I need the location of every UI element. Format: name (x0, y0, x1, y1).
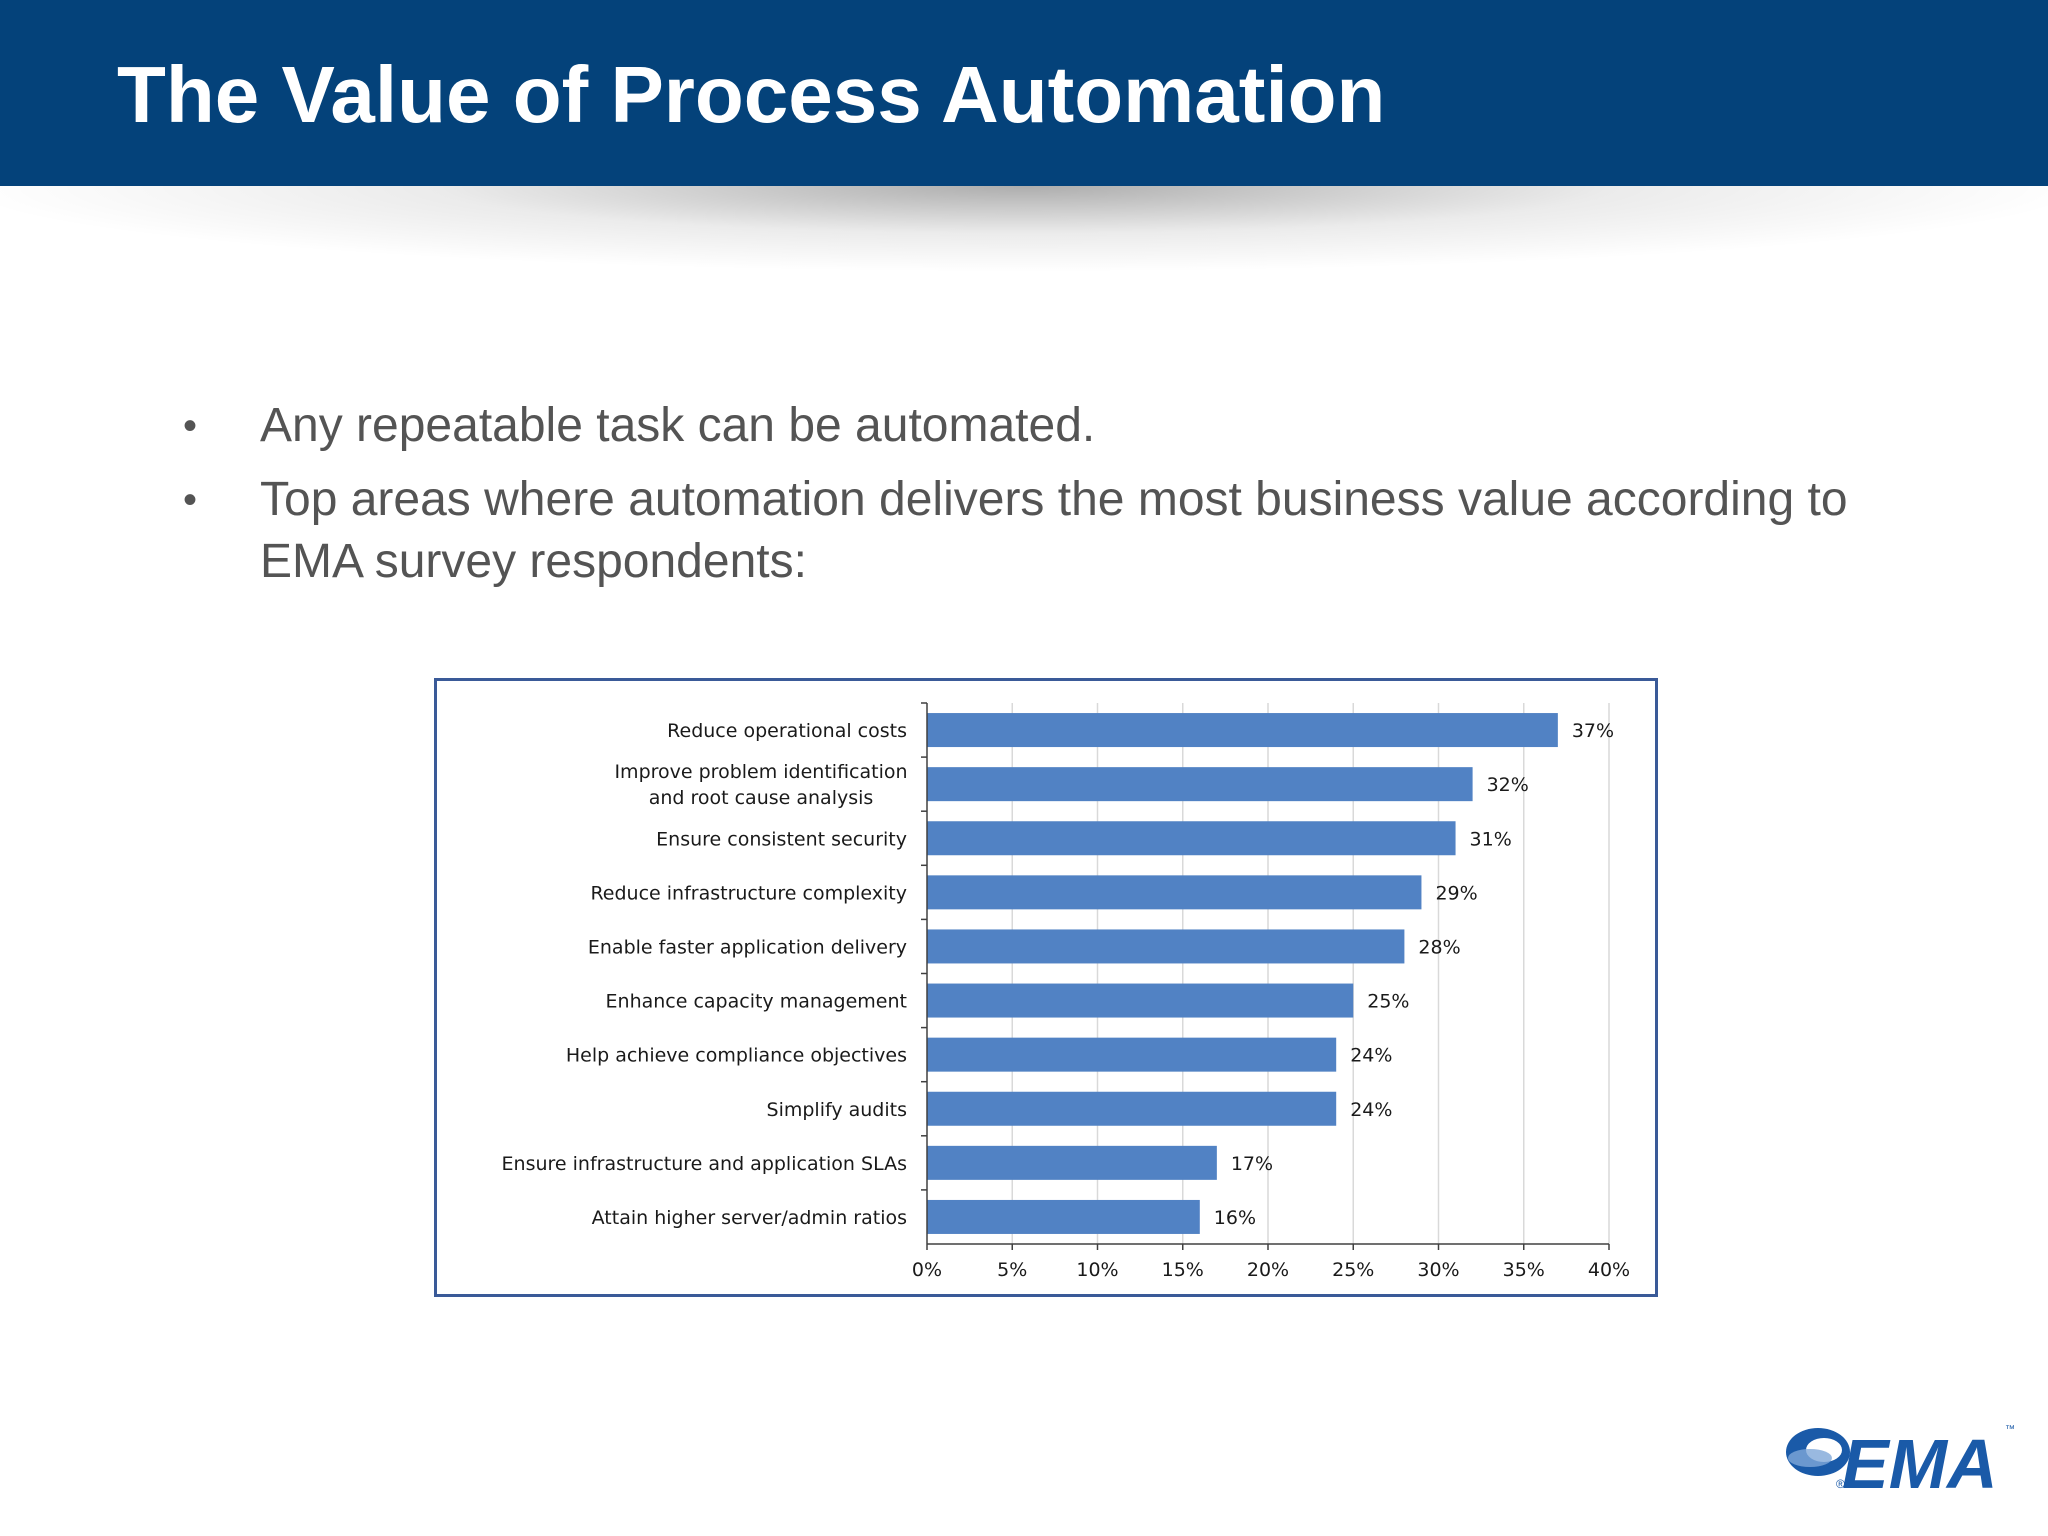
category-label: Improve problem identification and root c… (614, 761, 907, 809)
x-tick-label: 15% (1162, 1259, 1204, 1281)
x-tick-label: 30% (1417, 1259, 1459, 1281)
title-bar: The Value of Process Automation (0, 0, 2048, 186)
bullet-marker: • (183, 404, 198, 448)
data-label: 24% (1350, 1045, 1392, 1067)
bullet-list: • Any repeatable task can be automated. … (0, 395, 2048, 605)
bar (927, 1145, 1217, 1180)
bullet-text: Top areas where automation delivers the … (260, 473, 1848, 588)
bullet-marker: • (183, 478, 198, 522)
category-label: Reduce operational costs (667, 720, 907, 742)
logo-trademark: ™ (2005, 1424, 2015, 1435)
bullet-item: • Top areas where automation delivers th… (0, 469, 1920, 593)
logo-text: EMA (1842, 1425, 1998, 1500)
category-label: Simplify audits (767, 1099, 907, 1121)
slide-title: The Value of Process Automation (117, 50, 1386, 139)
data-label: 28% (1418, 936, 1460, 958)
bar (927, 767, 1473, 802)
x-tick-label: 35% (1503, 1259, 1545, 1281)
data-label: 17% (1231, 1153, 1273, 1175)
category-label: Enable faster application delivery (588, 936, 907, 958)
x-tick-label: 5% (997, 1259, 1027, 1281)
bullet-item: • Any repeatable task can be automated. (0, 395, 1920, 457)
data-label: 24% (1350, 1099, 1392, 1121)
bar (927, 983, 1354, 1018)
data-label: 37% (1572, 720, 1614, 742)
bar (927, 929, 1405, 964)
data-label: 16% (1214, 1207, 1256, 1229)
x-tick-label: 40% (1588, 1259, 1630, 1281)
x-tick-label: 0% (912, 1259, 942, 1281)
x-tick-label: 20% (1247, 1259, 1289, 1281)
bar (927, 875, 1422, 910)
bar-chart: 37% Reduce operational costs 32% Improve pr… (434, 678, 1658, 1297)
data-label: 29% (1435, 882, 1477, 904)
x-tick-label: 25% (1332, 1259, 1374, 1281)
ema-logo: EMA ® ™ (1786, 1424, 2015, 1500)
bar (927, 1037, 1337, 1072)
bar (927, 713, 1558, 748)
data-label: 31% (1470, 828, 1512, 850)
bar (927, 1199, 1200, 1234)
category-label: Attain higher server/admin ratios (592, 1207, 907, 1229)
category-label: Ensure consistent security (656, 828, 907, 850)
logo-registered: ® (1836, 1477, 1845, 1491)
category-label: Ensure infrastructure and application SL… (502, 1153, 907, 1175)
chart-canvas: 37% Reduce operational costs 32% Improve pr… (502, 702, 1630, 1281)
title-shadow (0, 186, 2048, 272)
bullet-text: Any repeatable task can be automated. (260, 399, 1096, 452)
logo-swirl-tail (1788, 1449, 1832, 1467)
data-label: 32% (1487, 774, 1529, 796)
category-label: Reduce infrastructure complexity (590, 882, 907, 904)
bar (927, 1091, 1337, 1126)
category-label: Enhance capacity management (606, 991, 907, 1013)
category-label: Help achieve compliance objectives (566, 1045, 907, 1067)
data-label: 25% (1367, 991, 1409, 1013)
bar (927, 821, 1456, 856)
x-tick-label: 10% (1076, 1259, 1118, 1281)
